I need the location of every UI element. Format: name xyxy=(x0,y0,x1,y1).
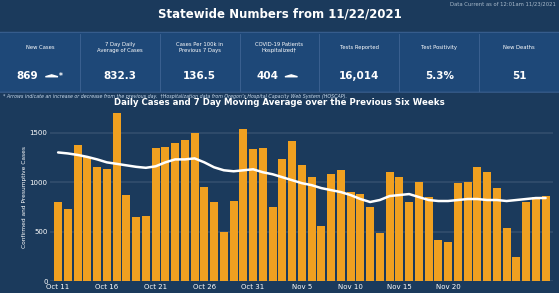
Bar xyxy=(93,167,101,281)
Text: * Arrows indicate an increase or decrease from the previous day.  †Hospitalizati: * Arrows indicate an increase or decreas… xyxy=(3,94,347,99)
Bar xyxy=(201,187,209,281)
Bar xyxy=(483,172,491,281)
Y-axis label: Confirmed and Presumptive Cases: Confirmed and Presumptive Cases xyxy=(22,146,27,248)
Text: 5.3%: 5.3% xyxy=(425,71,454,81)
Text: Cases Per 100k in
Previous 7 Days: Cases Per 100k in Previous 7 Days xyxy=(176,42,223,53)
Bar xyxy=(425,197,433,281)
Bar xyxy=(103,169,111,281)
Bar xyxy=(444,242,452,281)
Text: Test Positivity: Test Positivity xyxy=(421,45,457,50)
Text: 832.3: 832.3 xyxy=(103,71,136,81)
Bar xyxy=(239,129,247,281)
Bar xyxy=(171,142,179,281)
Bar xyxy=(191,133,198,281)
Bar xyxy=(298,165,306,281)
Bar xyxy=(64,209,72,281)
Bar xyxy=(327,174,335,281)
Bar xyxy=(307,177,315,281)
Text: Statewide Numbers from 11/22/2021: Statewide Numbers from 11/22/2021 xyxy=(158,7,401,20)
Bar xyxy=(434,240,442,281)
Bar xyxy=(181,139,189,281)
Text: 869: 869 xyxy=(17,71,39,81)
Bar xyxy=(473,167,481,281)
Bar xyxy=(83,157,91,281)
Bar xyxy=(386,172,394,281)
Bar xyxy=(113,113,121,281)
Bar xyxy=(357,194,364,281)
Bar xyxy=(230,201,238,281)
Text: Daily Cases and 7 Day Moving Average over the Previous Six Weeks: Daily Cases and 7 Day Moving Average ove… xyxy=(114,98,445,107)
Bar xyxy=(347,192,354,281)
Bar xyxy=(503,228,510,281)
Bar xyxy=(522,202,530,281)
Bar xyxy=(493,188,501,281)
Bar xyxy=(54,202,62,281)
Polygon shape xyxy=(45,75,58,77)
Bar xyxy=(318,226,325,281)
Bar xyxy=(162,147,169,281)
Bar xyxy=(278,159,286,281)
Bar xyxy=(249,149,257,281)
Text: 51: 51 xyxy=(512,71,527,81)
Bar xyxy=(542,196,549,281)
Bar xyxy=(376,233,384,281)
Polygon shape xyxy=(285,75,297,77)
Bar xyxy=(366,207,374,281)
Bar xyxy=(210,202,218,281)
Bar xyxy=(415,182,423,281)
Text: 136.5: 136.5 xyxy=(183,71,216,81)
Text: COVID-19 Patients
Hospitalized†: COVID-19 Patients Hospitalized† xyxy=(255,42,304,53)
Bar xyxy=(454,183,462,281)
Text: New Cases: New Cases xyxy=(26,45,54,50)
Bar xyxy=(395,177,403,281)
Text: New Deaths: New Deaths xyxy=(503,45,535,50)
Text: 404: 404 xyxy=(256,71,278,81)
Bar xyxy=(269,207,277,281)
Bar xyxy=(142,216,150,281)
Text: *: * xyxy=(59,71,63,81)
Text: Tests Reported: Tests Reported xyxy=(340,45,379,50)
Bar xyxy=(405,202,413,281)
Bar xyxy=(259,149,267,281)
Bar xyxy=(151,149,159,281)
Text: Data Current as of 12:01am 11/23/2021: Data Current as of 12:01am 11/23/2021 xyxy=(451,1,556,6)
Bar xyxy=(532,197,540,281)
Bar xyxy=(513,256,520,281)
Text: 7 Day Daily
Average of Cases: 7 Day Daily Average of Cases xyxy=(97,42,143,53)
Bar xyxy=(337,170,345,281)
Text: 16,014: 16,014 xyxy=(339,71,380,81)
FancyBboxPatch shape xyxy=(0,32,559,92)
Bar xyxy=(74,144,82,281)
Bar xyxy=(122,195,130,281)
Bar xyxy=(288,141,296,281)
Bar xyxy=(132,217,140,281)
Bar xyxy=(220,232,228,281)
Bar xyxy=(464,182,471,281)
